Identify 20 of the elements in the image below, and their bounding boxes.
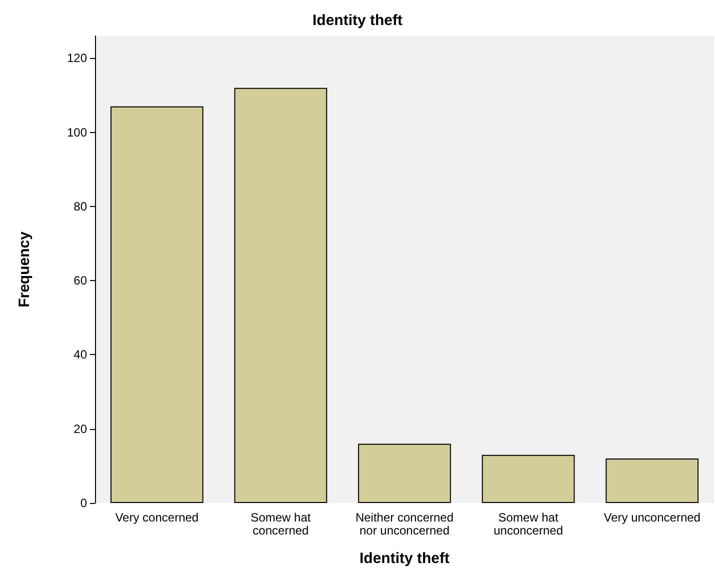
y-tick-label: 120 [66, 51, 88, 66]
bar [606, 458, 699, 503]
bar [358, 444, 451, 503]
x-tick-label: Somew hat concerned [250, 510, 312, 538]
x-tick-label: Somew hat unconcerned [494, 510, 563, 538]
y-tick-label: 80 [74, 199, 88, 214]
y-tick-label: 60 [74, 274, 88, 288]
x-tick-label: Very concerned [115, 510, 199, 524]
y-tick-label: 40 [74, 348, 88, 362]
bar [234, 88, 328, 503]
x-tick-label: Neither concerned nor unconcerned [355, 510, 454, 538]
bar [482, 454, 575, 503]
y-axis-title: Frequency [16, 230, 33, 308]
y-tick-label: 100 [66, 125, 88, 140]
y-tick-label: 0 [80, 496, 88, 510]
x-tick-label: Very unconcerned [604, 510, 700, 524]
y-tick-label: 20 [74, 422, 88, 436]
chart-title: Identity theft [312, 12, 402, 29]
bar [110, 106, 204, 503]
x-axis-title: Identity theft [360, 550, 450, 567]
